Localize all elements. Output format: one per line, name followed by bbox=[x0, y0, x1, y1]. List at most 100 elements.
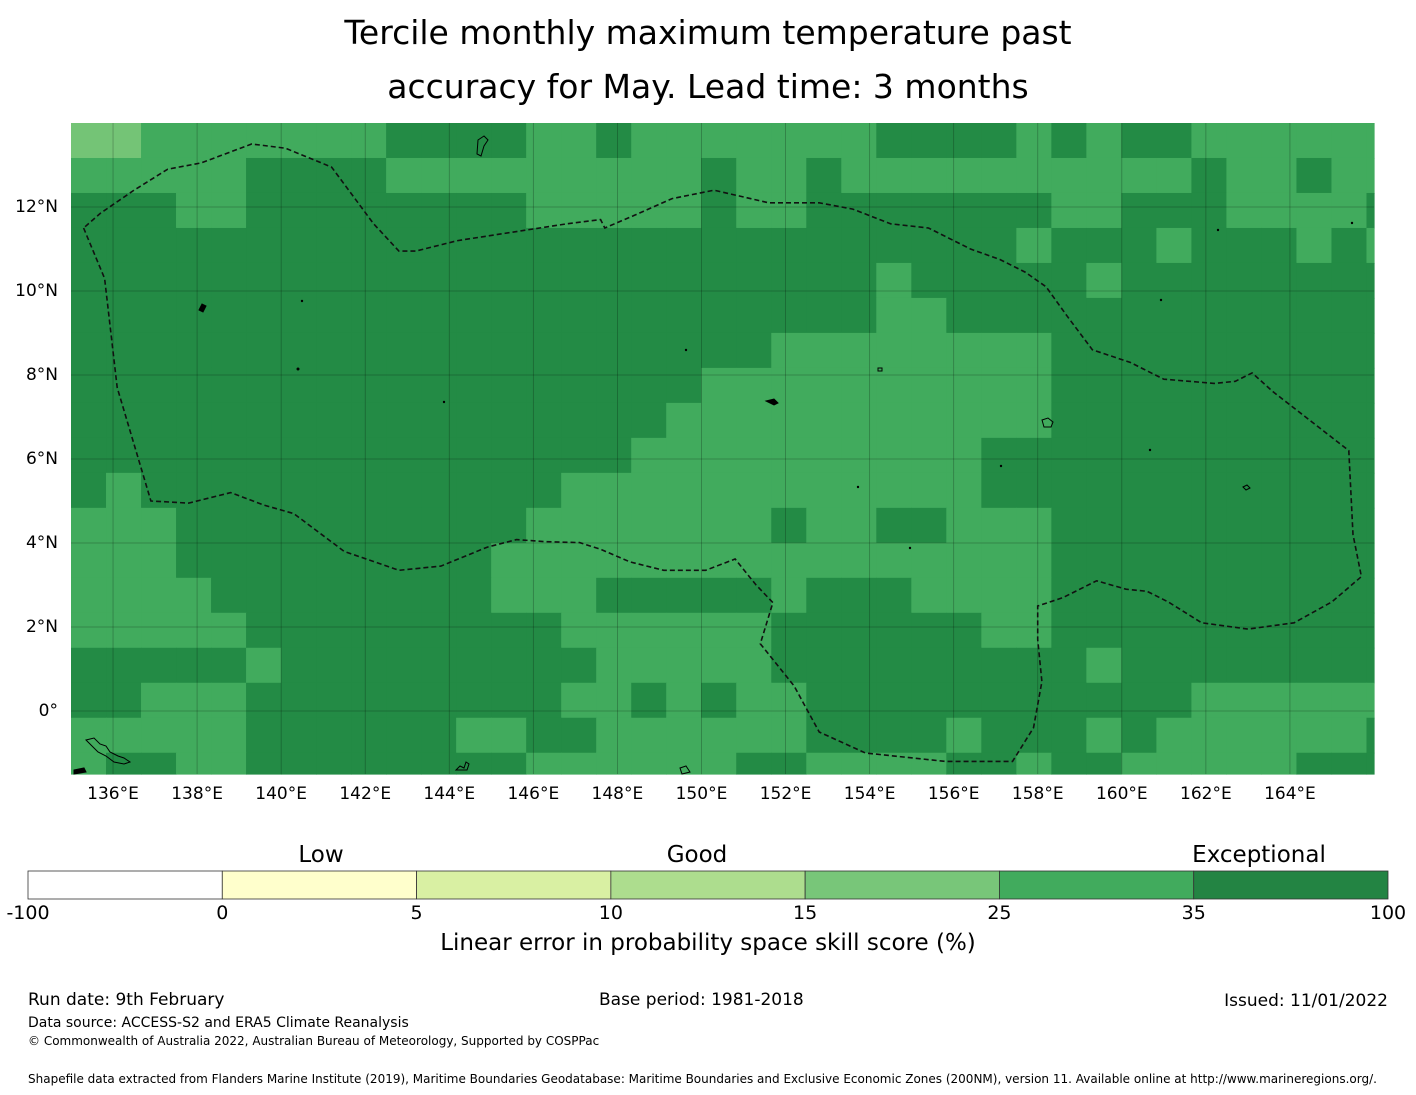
shapefile-credit: Shapefile data extracted from Flanders M… bbox=[28, 1072, 1377, 1086]
grid-cell bbox=[1226, 262, 1263, 299]
grid-cell bbox=[211, 612, 247, 649]
grid-cell bbox=[1191, 717, 1228, 754]
grid-cell bbox=[1366, 647, 1375, 684]
grid-cell bbox=[1366, 192, 1375, 229]
grid-cell bbox=[771, 612, 807, 649]
grid-cell bbox=[1016, 297, 1052, 334]
grid-cell bbox=[1051, 262, 1087, 299]
grid-cell bbox=[281, 437, 317, 474]
grid-cell bbox=[246, 123, 282, 159]
grid-cell bbox=[246, 507, 282, 544]
grid-cell bbox=[1226, 682, 1263, 719]
grid-cell bbox=[701, 402, 737, 439]
grid-cell bbox=[1051, 752, 1087, 775]
grid-cell bbox=[316, 577, 352, 614]
grid-cell bbox=[386, 577, 422, 614]
colorbar-tick-label: -100 bbox=[6, 902, 50, 924]
grid-cell bbox=[561, 577, 597, 614]
grid-cell bbox=[1156, 157, 1193, 194]
grid-cell bbox=[701, 682, 737, 719]
grid-cell bbox=[806, 123, 842, 159]
grid-cell bbox=[211, 647, 247, 684]
grid-cell bbox=[316, 367, 352, 404]
grid-cell bbox=[1191, 437, 1228, 474]
title-line-2: accuracy for May. Lead time: 3 months bbox=[387, 67, 1029, 106]
grid-cell bbox=[141, 332, 177, 369]
grid-cell bbox=[526, 717, 562, 754]
grid-cell bbox=[1086, 227, 1122, 264]
grid-cell bbox=[141, 367, 177, 404]
grid-cell bbox=[806, 717, 842, 754]
colorbar-tick-label: 10 bbox=[598, 902, 623, 924]
grid-cell bbox=[421, 542, 457, 579]
grid-cell bbox=[596, 682, 632, 719]
grid-cell bbox=[981, 612, 1017, 649]
grid-cell bbox=[1331, 612, 1368, 649]
lon-tick-label: 152°E bbox=[759, 784, 812, 804]
grid-cell bbox=[596, 437, 632, 474]
grid-cell bbox=[666, 752, 702, 775]
grid-cell bbox=[596, 472, 632, 509]
grid-cell bbox=[631, 157, 667, 194]
grid-cell bbox=[806, 297, 842, 334]
grid-cell bbox=[491, 682, 527, 719]
grid-cell bbox=[316, 682, 352, 719]
grid-cell bbox=[456, 507, 492, 544]
grid-cell bbox=[421, 192, 457, 229]
grid-cell bbox=[491, 157, 527, 194]
grid-cell bbox=[561, 437, 597, 474]
grid-cell bbox=[1331, 752, 1368, 775]
grid-cell bbox=[421, 472, 457, 509]
grid-cell bbox=[176, 123, 212, 159]
grid-cell bbox=[386, 507, 422, 544]
grid-cell bbox=[1051, 367, 1087, 404]
grid-cell bbox=[561, 262, 597, 299]
grid-cell bbox=[841, 542, 877, 579]
grid-cell bbox=[771, 717, 807, 754]
grid-cell bbox=[841, 437, 877, 474]
grid-cell bbox=[1226, 472, 1263, 509]
lon-tick-label: 158°E bbox=[1011, 784, 1064, 804]
grid-cell bbox=[946, 542, 982, 579]
lat-tick-label: 6°N bbox=[25, 449, 58, 469]
grid-cell bbox=[1191, 227, 1228, 264]
grid-cell bbox=[491, 647, 527, 684]
grid-cell bbox=[1261, 472, 1298, 509]
grid-cell bbox=[911, 262, 947, 299]
grid-cell bbox=[526, 332, 562, 369]
grid-cell bbox=[351, 682, 387, 719]
grid-cell bbox=[596, 227, 632, 264]
grid-cell bbox=[316, 157, 352, 194]
grid-cell bbox=[211, 507, 247, 544]
grid-cell bbox=[421, 332, 457, 369]
colorbar-bin bbox=[416, 870, 612, 900]
grid-cell bbox=[946, 647, 982, 684]
grid-cell bbox=[1016, 507, 1052, 544]
lat-tick-label: 2°N bbox=[25, 617, 58, 637]
grid-cell bbox=[596, 647, 632, 684]
grid-cell bbox=[386, 297, 422, 334]
grid-cell bbox=[106, 542, 142, 579]
grid-cell bbox=[1086, 717, 1122, 754]
grid-cell bbox=[141, 717, 177, 754]
grid-cell bbox=[841, 367, 877, 404]
grid-cell bbox=[316, 647, 352, 684]
lon-tick-label: 160°E bbox=[1095, 784, 1148, 804]
grid-cell bbox=[911, 507, 947, 544]
grid-cell bbox=[176, 437, 212, 474]
grid-cell bbox=[1121, 752, 1157, 775]
grid-cell bbox=[1366, 157, 1375, 194]
grid-cell bbox=[316, 297, 352, 334]
grid-cell bbox=[1191, 682, 1228, 719]
grid-cell bbox=[316, 507, 352, 544]
grid-cell bbox=[421, 227, 457, 264]
lat-tick-label: 12°N bbox=[15, 197, 58, 217]
grid-cell bbox=[71, 437, 107, 474]
grid-cell bbox=[1296, 682, 1333, 719]
grid-cell bbox=[1366, 752, 1375, 775]
grid-cell bbox=[596, 507, 632, 544]
grid-cell bbox=[71, 262, 107, 299]
grid-cell bbox=[316, 262, 352, 299]
lon-tick-label: 164°E bbox=[1264, 784, 1316, 804]
grid-cell bbox=[1051, 682, 1087, 719]
